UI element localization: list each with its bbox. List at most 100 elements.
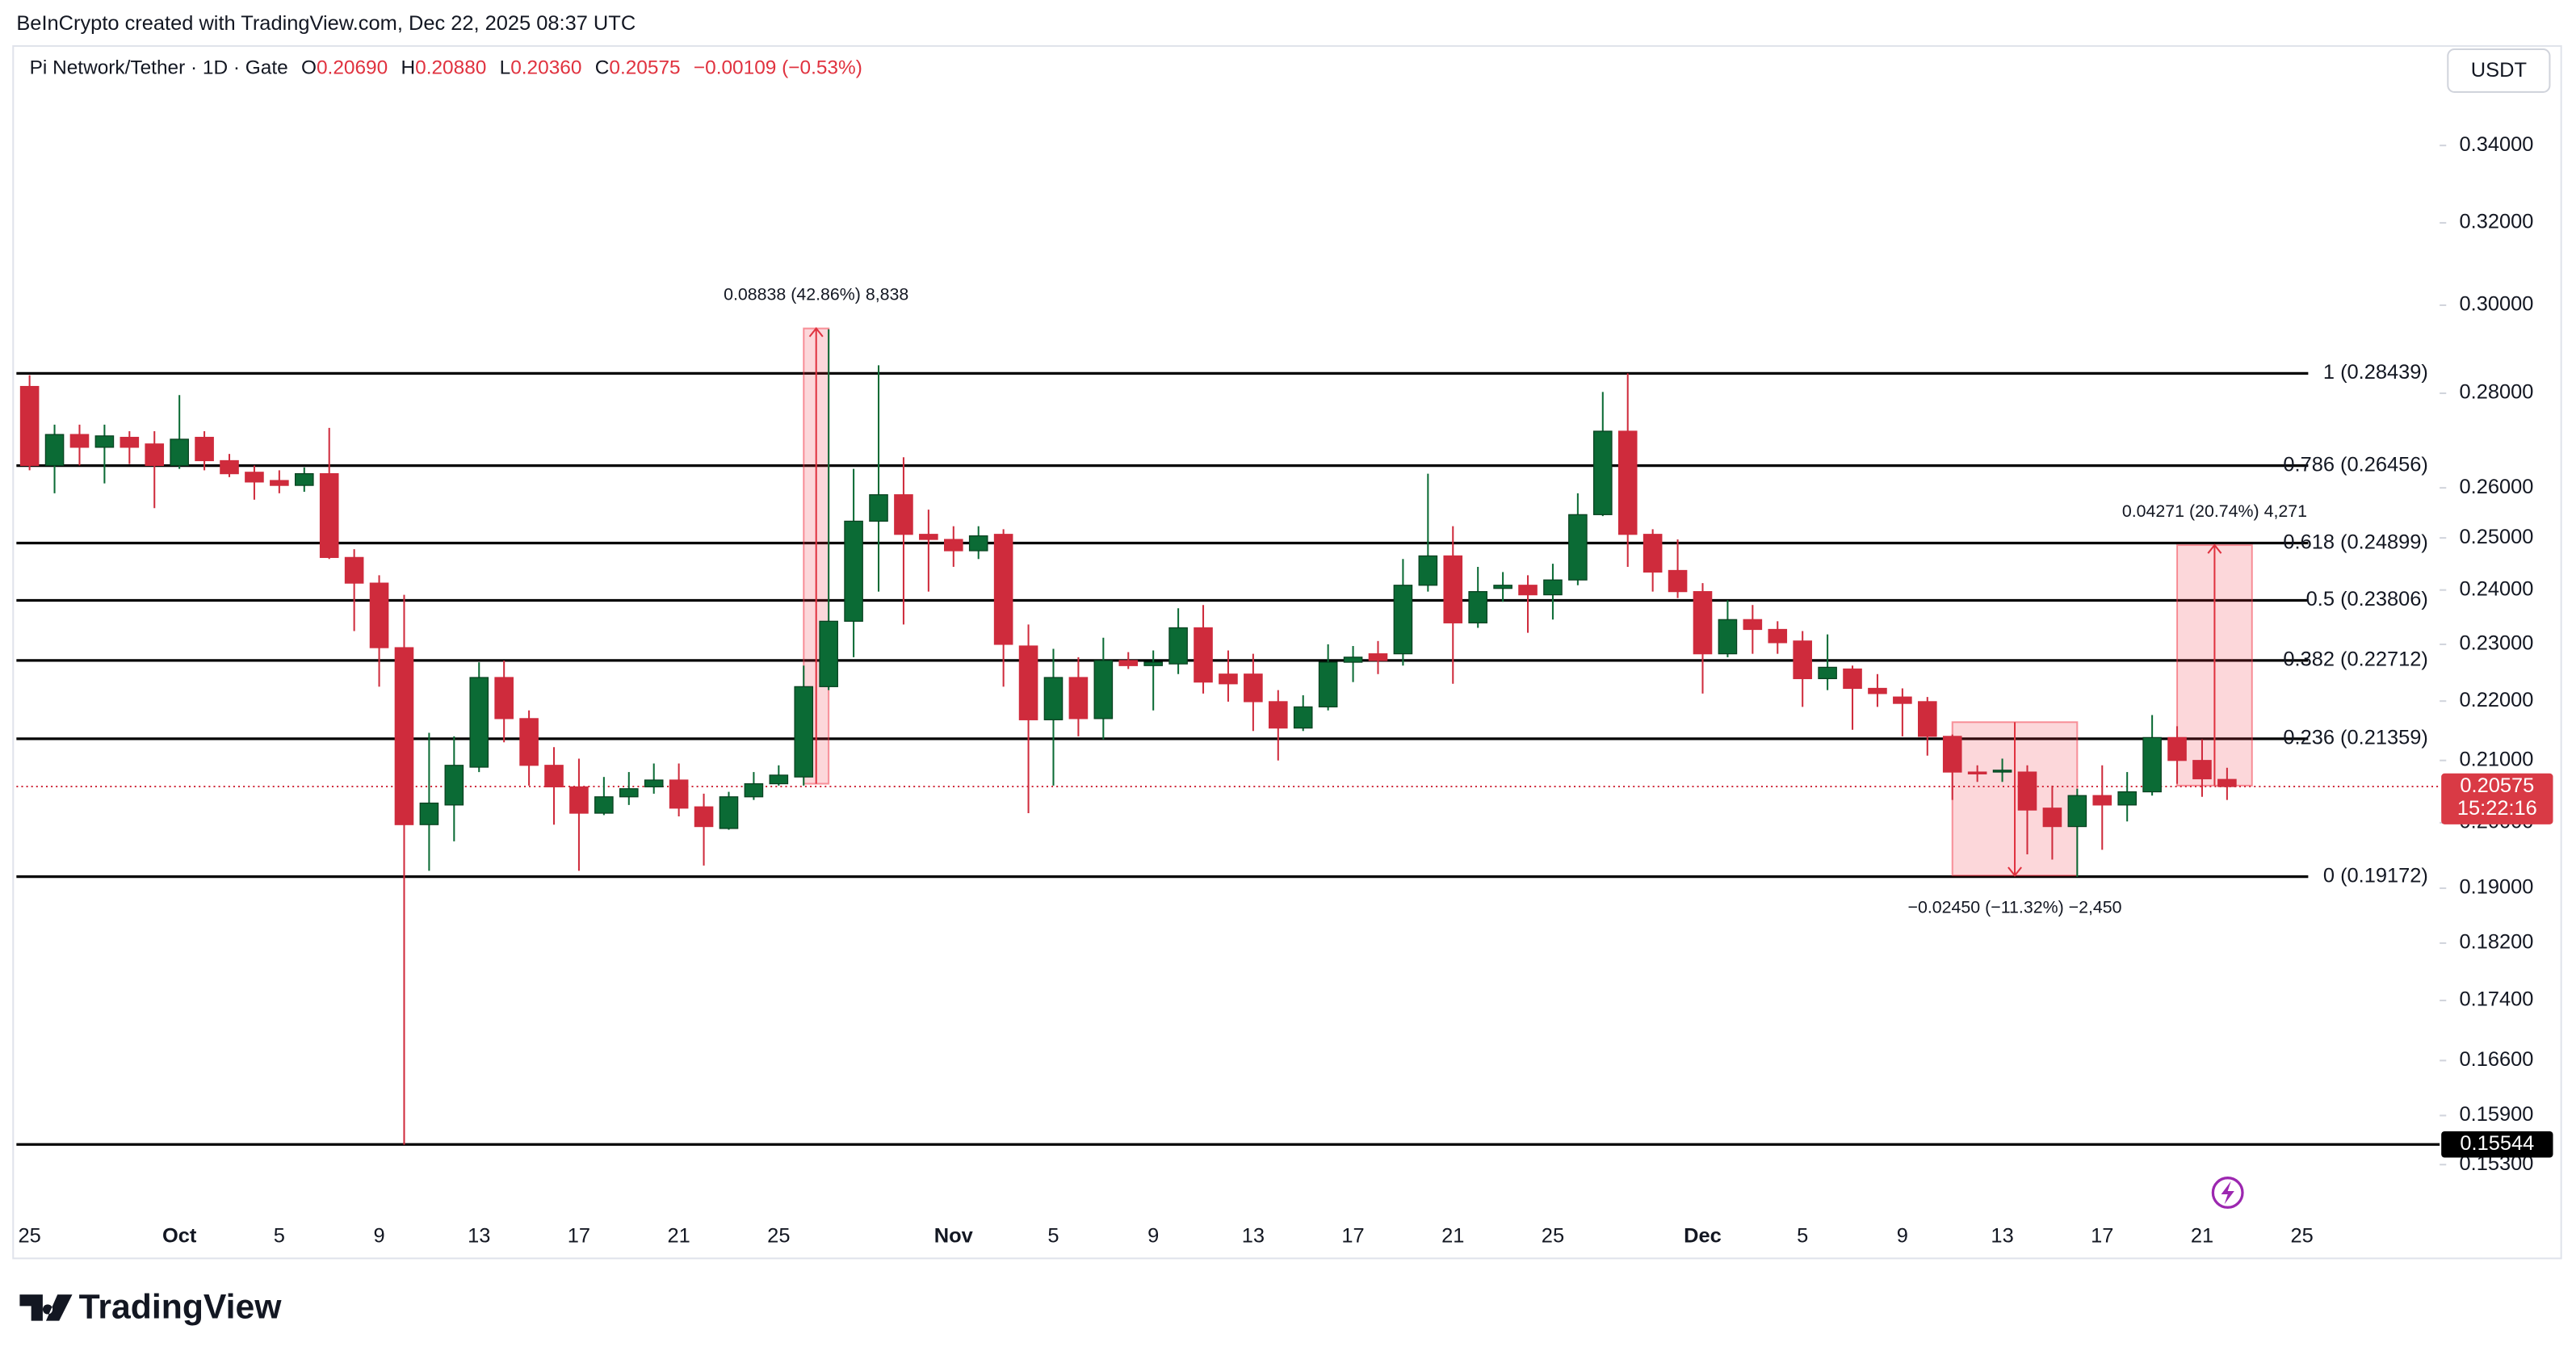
fib-level-label: 0.5 (0.23806) (2306, 588, 2428, 610)
candle-body (1268, 701, 1288, 729)
candle-body (2117, 791, 2137, 806)
candle-body (1468, 591, 1487, 623)
symbol-legend: Pi Network/Tether · 1D · Gate O0.20690 H0.… (30, 57, 862, 79)
candle-body (1668, 569, 1688, 593)
candle-body (145, 443, 165, 467)
currency-label[interactable]: USDT (2471, 59, 2527, 82)
x-tick-label: 25 (1542, 1225, 1564, 1248)
ohlc-key: O (301, 57, 317, 79)
candle-body (94, 435, 115, 448)
fib-level-label: 1 (0.28439) (2323, 361, 2428, 384)
candle-body (619, 788, 639, 798)
candle-body (294, 473, 314, 486)
candle-body (2217, 778, 2237, 787)
ohlc-value: 0.20360 (510, 57, 581, 79)
x-tick-label: Dec (1684, 1225, 1722, 1248)
measure-arrowhead (808, 327, 824, 338)
y-tick-label: 0.17400 (2460, 988, 2534, 1011)
candle-body (2067, 795, 2087, 828)
candle-body (1219, 673, 1238, 685)
candle-body (2092, 795, 2112, 806)
candle-body (1568, 514, 1588, 581)
logo-text: TradingView (79, 1288, 283, 1327)
fib-level-label: 0.382 (0.22712) (2283, 648, 2428, 671)
x-tick-label: 25 (18, 1225, 40, 1248)
candle-body (444, 765, 464, 806)
candle-body (1942, 736, 1962, 773)
candle-body (195, 436, 214, 462)
candle-body (943, 539, 963, 552)
measure-label: 0.08838 (42.86%) 8,838 (724, 285, 908, 304)
candle-body (319, 473, 339, 558)
x-tick-label: 9 (1147, 1225, 1159, 1248)
support-label: 0.15544 (2460, 1132, 2534, 1155)
chart-frame (12, 44, 2562, 1260)
tradingview-logo: TradingView (19, 1288, 282, 1327)
candle-body (1343, 657, 1363, 663)
candle-body (1992, 770, 2012, 773)
last-price-badge (2441, 773, 2553, 824)
candle-body (120, 436, 140, 448)
candle-body (744, 782, 764, 798)
x-tick-label: 5 (274, 1225, 285, 1248)
x-tick-label: 9 (1897, 1225, 1908, 1248)
candle-body (2167, 736, 2187, 761)
x-tick-label: 25 (767, 1225, 790, 1248)
alert-bolt[interactable] (2221, 1181, 2234, 1205)
candle-body (1868, 687, 1887, 694)
x-tick-label: 17 (1341, 1225, 1364, 1248)
candle-body (2142, 736, 2162, 793)
candle-body (344, 556, 364, 584)
support-badge (2441, 1131, 2553, 1158)
y-tick-label: 0.26000 (2460, 476, 2534, 498)
candle-body (1893, 696, 1912, 704)
fib-level-label: 0.786 (0.26456) (2283, 453, 2428, 476)
candle-body (2042, 808, 2062, 828)
candle-body (1068, 677, 1089, 719)
credit: BeInCrypto created with TradingView.com,… (16, 12, 636, 35)
candle-body (869, 494, 888, 522)
candle-body (1443, 555, 1463, 623)
candle-body (44, 434, 65, 467)
candle-body (1643, 534, 1663, 573)
alert-circle[interactable] (2211, 1177, 2244, 1209)
currency-button[interactable] (2447, 48, 2551, 93)
candle-body (794, 686, 814, 778)
candle-body (894, 494, 913, 535)
candle-body (1093, 660, 1114, 719)
candle-body (1168, 627, 1188, 665)
candle-body (1793, 640, 1812, 680)
alert-icon[interactable] (2211, 1177, 2244, 1209)
candle-body (569, 786, 589, 814)
candle-body (1194, 627, 1213, 683)
candle-body (1918, 701, 1937, 737)
candle-body (469, 677, 489, 768)
candle-body (1967, 771, 1987, 774)
ohlc-key: L (500, 57, 511, 79)
candle-body (494, 677, 514, 719)
ohlc-key: C (595, 57, 610, 79)
candle-body (1244, 673, 1263, 703)
candle-body (1143, 661, 1163, 666)
candle-body (1768, 628, 1788, 644)
ohlc-key: H (401, 57, 415, 79)
y-tick-label: 0.32000 (2460, 211, 2534, 233)
x-tick-label: 21 (1441, 1225, 1464, 1248)
candle-body (819, 620, 838, 687)
candle-body (594, 796, 614, 814)
y-tick-label: 0.28000 (2460, 381, 2534, 404)
candle-body (1293, 706, 1313, 729)
candle-body (69, 434, 90, 448)
candle-body (519, 718, 539, 766)
x-tick-label: 13 (468, 1225, 490, 1248)
last-price-label: 0.20575 (2460, 774, 2534, 797)
y-tick-label: 0.19000 (2460, 876, 2534, 899)
candle-body (1543, 579, 1563, 596)
fib-level-label: 0.618 (0.24899) (2283, 531, 2428, 553)
x-tick-label: 9 (373, 1225, 384, 1248)
x-tick-label: 17 (2091, 1225, 2113, 1248)
plot-area: 25 Oct 5 9 13 17 21 25 Nov 5 9 13 17 21 25 Dec 5 9 13 17 21 2… (16, 285, 2440, 1248)
symbol-title: Pi Network/Tether · 1D · Gate (30, 57, 288, 79)
